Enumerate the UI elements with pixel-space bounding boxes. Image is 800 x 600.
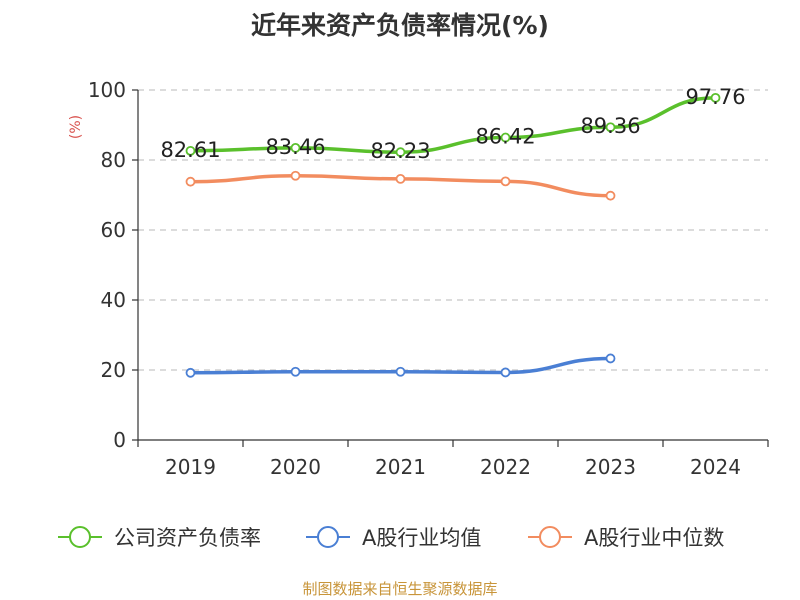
point-s0-2022 bbox=[500, 132, 511, 143]
y-tick-label-20: 20 bbox=[101, 358, 126, 382]
point-s2-2019 bbox=[185, 176, 196, 187]
point-s0-2020 bbox=[290, 142, 301, 153]
x-tick-label-2024: 2024 bbox=[690, 455, 741, 479]
x-tick-label-2022: 2022 bbox=[480, 455, 531, 479]
series-layer bbox=[185, 92, 721, 378]
x-tick-label-2021: 2021 bbox=[375, 455, 426, 479]
x-tick-label-2020: 2020 bbox=[270, 455, 321, 479]
legend-marker-2 bbox=[539, 526, 561, 548]
legend-label-2: A股行业中位数 bbox=[584, 526, 724, 550]
axis-layer: 0 20 40 60 80 100(%) 2019 2020 2021 2022 2023 2024 bbox=[68, 78, 769, 479]
point-s2-2021 bbox=[395, 173, 406, 184]
grid-layer bbox=[138, 89, 768, 371]
y-axis-label: (%) bbox=[68, 115, 84, 139]
series-line-0 bbox=[190, 96, 716, 154]
x-tick-label-2023: 2023 bbox=[585, 455, 636, 479]
legend-marker-0 bbox=[69, 526, 91, 548]
point-s2-2020 bbox=[290, 170, 301, 181]
source-note: 制图数据来自恒生聚源数据库 bbox=[302, 580, 498, 598]
point-s1-2022 bbox=[500, 367, 511, 378]
point-s0-2019 bbox=[185, 145, 196, 156]
point-s1-2021 bbox=[395, 366, 406, 377]
y-tick-label-60: 60 bbox=[101, 218, 126, 242]
point-s2-2023 bbox=[605, 190, 616, 201]
legend-marker-1 bbox=[317, 526, 339, 548]
data-label-2023: 89.36 bbox=[580, 114, 640, 138]
legend-label-0: 公司资产负债率 bbox=[114, 526, 261, 550]
point-s0-2023 bbox=[605, 122, 616, 133]
point-s0-2024 bbox=[710, 92, 721, 103]
point-s1-2020 bbox=[290, 366, 301, 377]
point-s0-2021 bbox=[395, 147, 406, 158]
y-tick-label-80: 80 bbox=[101, 148, 126, 172]
point-s1-2019 bbox=[185, 367, 196, 378]
y-tick-label-0: 0 bbox=[113, 428, 126, 452]
data-label-2021: 82.23 bbox=[370, 139, 430, 163]
chart-title: 近年来资产负债率情况(%) bbox=[251, 11, 549, 40]
data-label-2019: 82.61 bbox=[160, 138, 220, 162]
y-tick-label-40: 40 bbox=[101, 288, 126, 312]
data-label-2022: 86.42 bbox=[475, 125, 535, 149]
x-tick-label-2019: 2019 bbox=[165, 455, 216, 479]
data-label-layer: 82.61 83.46 82.23 86.42 89.36 97.76 bbox=[160, 85, 745, 163]
legend-label-1: A股行业均值 bbox=[362, 526, 481, 550]
point-s2-2022 bbox=[500, 176, 511, 187]
legend: 公司资产负债率 A股行业均值 A股行业中位数 bbox=[58, 526, 724, 550]
data-label-2020: 83.46 bbox=[265, 135, 325, 159]
y-tick-label-100: 100 bbox=[88, 78, 126, 102]
data-label-2024: 97.76 bbox=[685, 85, 745, 109]
point-s1-2023 bbox=[605, 353, 616, 364]
